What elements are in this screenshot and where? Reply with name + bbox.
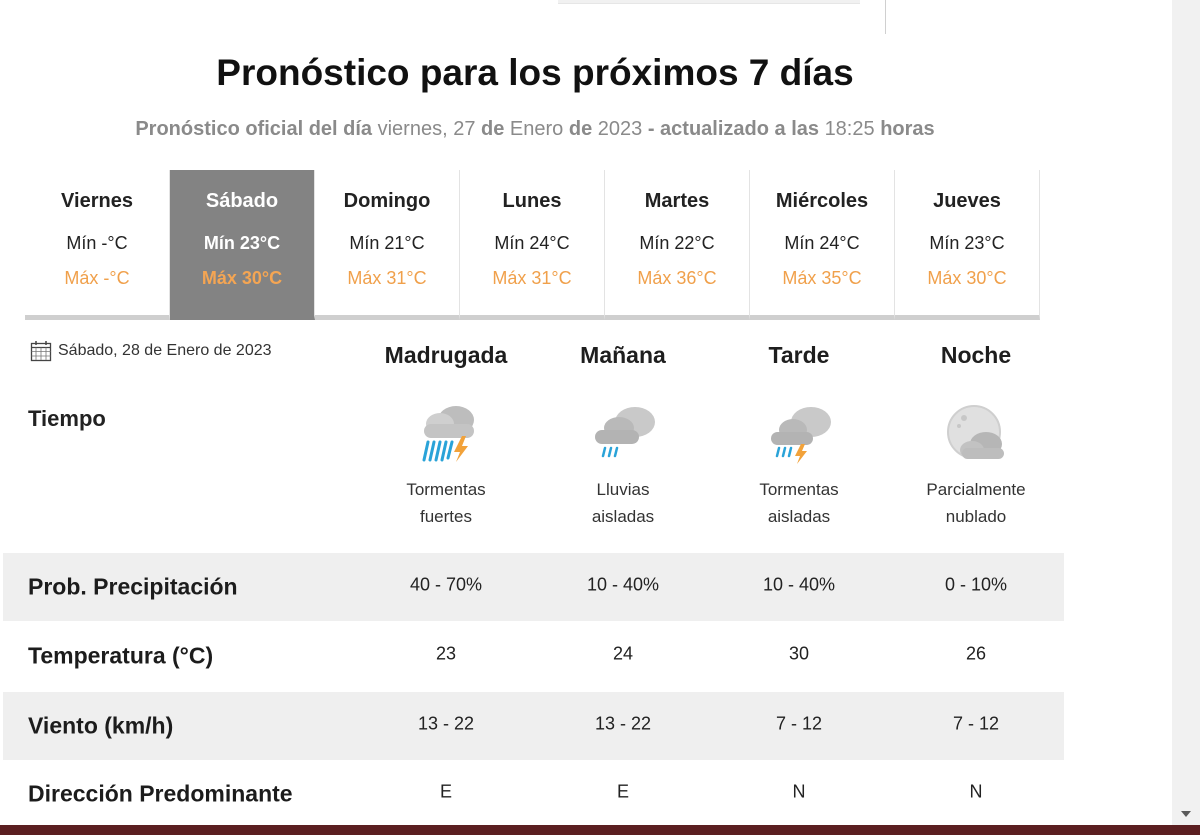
weather-cell: Tormentas fuertes [356,400,536,530]
period-manana: Mañana [580,342,666,368]
heavy-storm-icon [422,406,474,462]
day-tab-domingo[interactable]: Domingo Mín 21°C Máx 31°C [315,170,460,320]
day-name: Viernes [61,190,133,212]
weather-desc-line: aisladas [767,507,831,526]
row-value: 23 [435,643,457,664]
period-noche: Noche [940,342,1012,368]
row-value: E [616,781,629,802]
scroll-down-arrow-icon[interactable] [1181,811,1191,817]
bottom-bar [0,825,1200,835]
row-value: 13 - 22 [417,713,475,734]
weather-desc-line: Lluvias [596,480,650,499]
top-divider [885,0,886,34]
day-max-temp: Máx 36°C [637,268,717,288]
row-value: 40 - 70% [409,574,483,595]
row-value: 26 [965,643,987,664]
weather-desc-line: Tormentas [406,480,486,499]
row-value: N [969,781,983,802]
day-tab-viernes[interactable]: Viernes Mín -°C Máx -°C [25,170,170,320]
weather-desc: Lluvias aisladas [533,476,713,530]
subtitle-part: Enero [509,118,564,140]
partly-cloudy-night-icon [947,405,1004,459]
calendar-icon [30,341,52,362]
temperature-row: Temperatura (°C) 23 24 30 26 [3,622,1064,690]
row-label: Viento (km/h) [28,712,174,739]
subtitle-part: Pronóstico oficial del día [135,118,373,140]
day-min-temp: Mín -°C [66,233,128,253]
day-min-temp: Mín 24°C [494,233,570,253]
weather-cell: Tormentas aisladas [709,400,889,530]
row-value: E [439,781,452,802]
day-name: Lunes [502,190,562,212]
weather-desc: Tormentas fuertes [356,476,536,530]
weather-desc: Parcialmente nublado [886,476,1066,530]
weather-desc-line: nublado [945,507,1007,526]
weather-desc-line: fuertes [420,507,472,526]
day-max-temp: Máx 30°C [201,268,283,288]
subtitle-part: horas [880,118,935,140]
page-subtitle: Pronóstico oficial del día viernes, 27 d… [0,118,1070,141]
row-label: Temperatura (°C) [28,642,214,669]
period-tarde: Tarde [768,342,830,368]
day-name: Martes [644,190,710,212]
row-value: 24 [612,643,634,664]
row-value: 10 - 40% [762,574,836,595]
day-min-temp: Mín 22°C [639,233,715,253]
row-value: 7 - 12 [775,713,823,734]
row-label: Prob. Precipitación [28,573,238,600]
subtitle-part: de [568,118,593,140]
day-max-temp: Máx 31°C [492,268,572,288]
weather-desc: Tormentas aisladas [709,476,889,530]
vertical-scrollbar[interactable] [1172,0,1200,835]
isolated-rain-icon [595,407,655,458]
row-value: 13 - 22 [594,713,652,734]
day-max-temp: Máx -°C [64,268,130,288]
subtitle-part: 2023 [597,118,643,140]
day-tab-martes[interactable]: Martes Mín 22°C Máx 36°C [605,170,750,320]
subtitle-part: 18:25 [824,118,875,140]
day-min-temp: Mín 23°C [203,233,281,253]
wind-direction-row: Dirección Predominante E E N N [3,760,1064,828]
row-value: N [792,781,806,802]
weather-desc-line: Tormentas [759,480,839,499]
day-name: Domingo [343,190,431,212]
row-value: 10 - 40% [586,574,660,595]
day-name: Jueves [933,190,1001,212]
row-value: 7 - 12 [952,713,1000,734]
day-min-temp: Mín 21°C [349,233,425,253]
weather-row-label: Tiempo [28,406,106,431]
subtitle-part: viernes, 27 [377,118,476,140]
day-tabs: Viernes Mín -°C Máx -°C Sábado Mín 23°C … [25,170,1041,320]
day-min-temp: Mín 23°C [929,233,1005,253]
weather-desc-line: Parcialmente [926,480,1026,499]
day-max-temp: Máx 31°C [347,268,427,288]
day-name: Miércoles [775,190,869,212]
day-max-temp: Máx 35°C [782,268,862,288]
subtitle-part: de [481,118,505,140]
precipitation-row: Prob. Precipitación 40 - 70% 10 - 40% 10… [3,553,1064,621]
selected-date: Sábado, 28 de Enero de 2023 [30,340,272,362]
row-value: 30 [788,643,810,664]
day-min-temp: Mín 24°C [784,233,860,253]
top-bar-fragment [558,0,860,4]
day-name: Sábado [205,190,279,212]
weather-desc-line: aisladas [591,507,655,526]
day-tab-sabado[interactable]: Sábado Mín 23°C Máx 30°C [170,170,315,320]
day-max-temp: Máx 30°C [927,268,1007,288]
day-tab-miercoles[interactable]: Miércoles Mín 24°C Máx 35°C [750,170,895,320]
day-tab-jueves[interactable]: Jueves Mín 23°C Máx 30°C [895,170,1040,320]
weather-cell: Lluvias aisladas [533,400,713,530]
row-label: Dirección Predominante [28,780,293,807]
page-title: Pronóstico para los próximos 7 días [216,52,854,93]
day-tab-lunes[interactable]: Lunes Mín 24°C Máx 31°C [460,170,605,320]
subtitle-part: - actualizado a las [647,118,819,140]
isolated-storm-icon [771,407,831,464]
period-madrugada: Madrugada [384,342,508,368]
row-value: 0 - 10% [944,574,1008,595]
wind-row: Viento (km/h) 13 - 22 13 - 22 7 - 12 7 -… [3,692,1064,760]
weather-cell: Parcialmente nublado [886,400,1066,530]
selected-date-text: Sábado, 28 de Enero de 2023 [58,342,272,359]
